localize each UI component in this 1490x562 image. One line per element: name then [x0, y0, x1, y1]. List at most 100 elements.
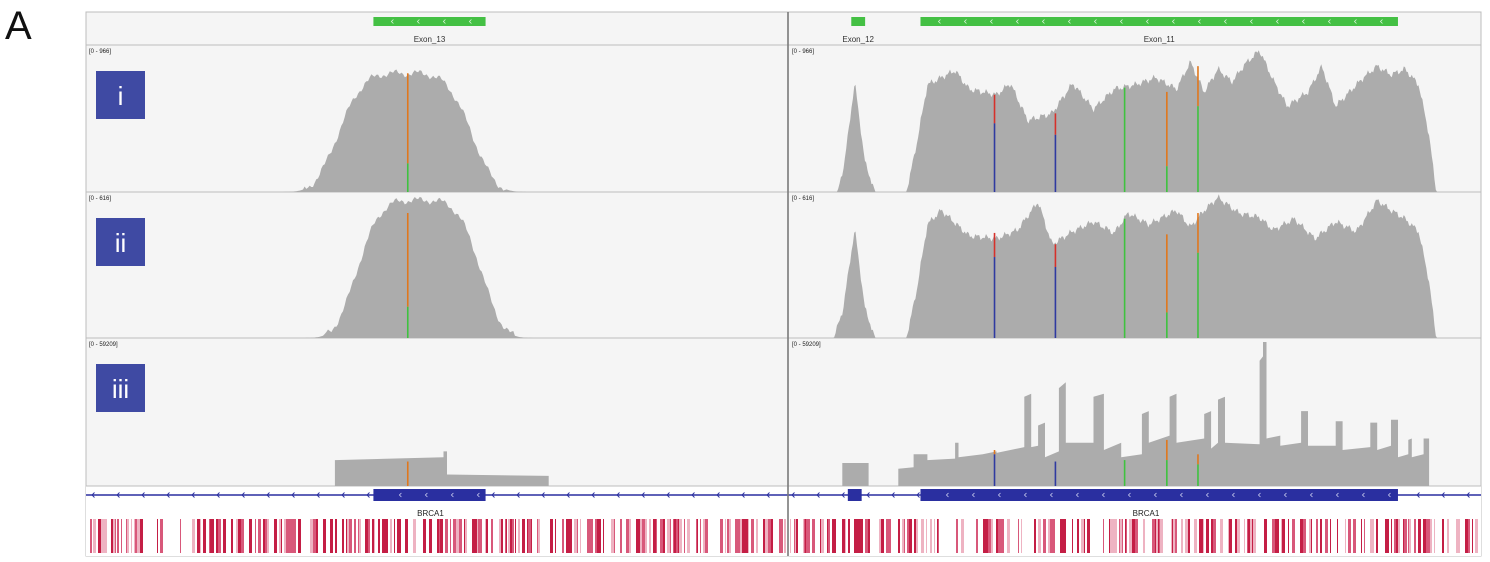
conservation-bar	[1456, 519, 1459, 553]
gene-strand-tick	[516, 492, 520, 498]
exon-arrow-tick	[937, 19, 941, 24]
conservation-bar	[1060, 519, 1062, 553]
conservation-bar	[636, 519, 637, 553]
conservation-bar	[501, 519, 503, 553]
gene-strand-tick	[916, 492, 920, 498]
conservation-bar	[515, 519, 516, 553]
conservation-bar	[1281, 519, 1282, 553]
conservation-bar	[725, 519, 726, 553]
conservation-bar	[263, 519, 265, 553]
conservation-bar	[440, 519, 443, 553]
conservation-bar	[597, 519, 600, 553]
conservation-bar	[274, 519, 276, 553]
conservation-bar	[996, 519, 998, 553]
conservation-bar	[1309, 519, 1311, 553]
gene-strand-tick	[766, 492, 770, 498]
conservation-bar	[637, 519, 640, 553]
conservation-bar	[1472, 519, 1473, 553]
conservation-bar	[1465, 519, 1468, 553]
conservation-bar	[1414, 519, 1415, 553]
conservation-bar	[115, 519, 116, 553]
conservation-bar	[288, 519, 289, 553]
conservation-bar	[1408, 519, 1409, 553]
conservation-bar	[898, 519, 900, 553]
conservation-bar	[1132, 519, 1135, 553]
conservation-bar	[197, 519, 200, 553]
conservation-bar	[676, 519, 678, 553]
conservation-bar	[1175, 519, 1177, 553]
conservation-bar	[663, 519, 665, 553]
conservation-bar	[790, 519, 791, 553]
conservation-bar	[113, 519, 115, 553]
conservation-bar	[1188, 519, 1190, 553]
conservation-bar	[140, 519, 143, 553]
conservation-bar	[1391, 519, 1392, 553]
track-range-label: [0 - 616]	[89, 196, 111, 202]
conservation-bar	[365, 519, 368, 553]
conservation-bar	[1348, 519, 1351, 553]
conservation-bar	[236, 519, 238, 553]
gene-strand-tick	[691, 492, 695, 498]
conservation-bar	[157, 519, 158, 553]
conservation-bar	[589, 519, 592, 553]
conservation-bar	[160, 519, 163, 553]
conservation-bar	[485, 519, 486, 553]
conservation-bar	[961, 519, 963, 553]
conservation-bar	[938, 519, 939, 553]
coverage-area-left	[86, 196, 787, 338]
gene-strand-tick	[591, 492, 595, 498]
coverage-area-right	[789, 194, 1481, 338]
conservation-bar	[865, 519, 868, 553]
conservation-bar	[1109, 519, 1110, 553]
conservation-bar	[1292, 519, 1295, 553]
conservation-bar	[506, 519, 507, 553]
conservation-bar	[1160, 519, 1163, 553]
conservation-bar	[781, 519, 783, 553]
exon-arrow-tick	[1327, 19, 1331, 24]
exon-arrow-tick	[1223, 19, 1227, 24]
conservation-bar	[570, 519, 572, 553]
conservation-bar	[806, 519, 808, 553]
gene-block-tick	[1101, 492, 1105, 498]
conservation-bar	[1087, 519, 1090, 553]
gene-block-tick	[945, 492, 949, 498]
gene-strand-tick	[541, 492, 545, 498]
conservation-bar	[1325, 519, 1328, 553]
conservation-bar	[1203, 519, 1204, 553]
conservation-bar	[735, 519, 737, 553]
conservation-bar	[213, 519, 214, 553]
conservation-bar	[727, 519, 729, 553]
conservation-bar	[881, 519, 884, 553]
conservation-bar	[595, 519, 597, 553]
conservation-bar	[1194, 519, 1197, 553]
conservation-bar	[1316, 519, 1318, 553]
conservation-bar	[700, 519, 701, 553]
conservation-bar	[963, 519, 964, 553]
conservation-bar	[888, 519, 891, 553]
conservation-bar	[916, 519, 918, 553]
conservation-bar	[1200, 519, 1203, 553]
exon-label: Exon_12	[842, 35, 874, 44]
conservation-bar	[1475, 519, 1478, 553]
conservation-bar	[387, 519, 388, 553]
conservation-bar	[1300, 519, 1303, 553]
conservation-bar	[1386, 519, 1389, 553]
track-range-label: [0 - 59209]	[792, 342, 821, 348]
conservation-bar	[1337, 519, 1338, 553]
conservation-bar	[1370, 519, 1372, 553]
conservation-bar	[127, 519, 129, 553]
conservation-bar	[988, 519, 991, 553]
conservation-bar	[499, 519, 501, 553]
conservation-bar	[828, 519, 830, 553]
conservation-bar	[821, 519, 824, 553]
conservation-bar	[854, 519, 857, 553]
conservation-bar	[397, 519, 399, 553]
conservation-bar	[491, 519, 493, 553]
conservation-bar	[909, 519, 912, 553]
conservation-bar	[614, 519, 615, 553]
gene-strand-tick	[341, 492, 345, 498]
conservation-bar	[696, 519, 697, 553]
exon-arrow-tick	[1379, 19, 1383, 24]
gene-block-tick	[424, 492, 428, 498]
